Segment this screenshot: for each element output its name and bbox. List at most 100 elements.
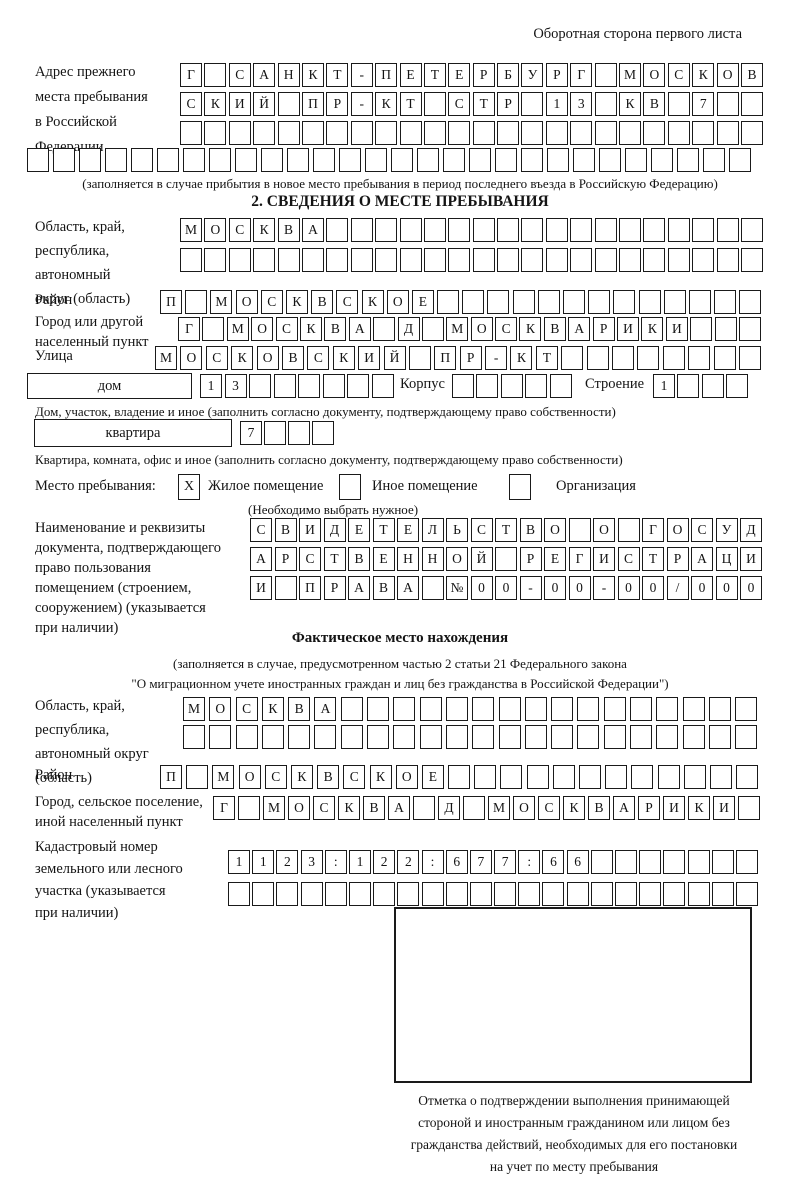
char-cell[interactable]: И (299, 518, 321, 542)
char-cell[interactable]: Е (448, 63, 471, 87)
char-cell[interactable] (186, 765, 209, 789)
char-cell[interactable] (521, 148, 543, 172)
char-cell[interactable]: Е (372, 547, 395, 571)
char-cell[interactable] (500, 374, 523, 398)
char-cell[interactable] (630, 725, 653, 749)
char-cell[interactable] (518, 882, 541, 906)
cadastre-row-2[interactable] (228, 882, 758, 906)
char-cell[interactable] (253, 121, 276, 145)
char-cell[interactable]: И (228, 92, 251, 116)
char-cell[interactable] (312, 421, 334, 445)
char-cell[interactable]: С (495, 317, 518, 341)
char-cell[interactable] (570, 248, 593, 272)
char-cell[interactable]: А (301, 218, 324, 242)
char-cell[interactable] (521, 121, 544, 145)
char-cell[interactable] (612, 346, 635, 370)
char-cell[interactable] (350, 218, 373, 242)
char-cell[interactable] (391, 148, 413, 172)
char-cell[interactable]: А (314, 697, 337, 721)
char-cell[interactable]: М (263, 796, 285, 820)
char-cell[interactable]: В (288, 697, 311, 721)
char-cell[interactable]: С (691, 518, 713, 542)
char-cell[interactable] (619, 121, 642, 145)
char-cell[interactable] (228, 882, 250, 906)
char-cell[interactable] (551, 725, 574, 749)
char-cell[interactable] (692, 218, 715, 242)
char-cell[interactable]: 1 (228, 850, 250, 874)
char-cell[interactable]: Р (274, 547, 297, 571)
char-cell[interactable]: Й (383, 346, 406, 370)
char-cell[interactable]: М (619, 63, 642, 87)
char-cell[interactable]: О (180, 346, 203, 370)
char-cell[interactable]: К (285, 290, 308, 314)
char-cell[interactable] (716, 218, 739, 242)
char-cell[interactable]: К (338, 796, 360, 820)
char-cell[interactable] (605, 765, 628, 789)
char-cell[interactable] (667, 121, 690, 145)
char-cell[interactable]: Т (495, 518, 517, 542)
char-cell[interactable] (563, 290, 585, 314)
char-cell[interactable]: М (155, 346, 177, 370)
char-cell[interactable] (588, 290, 611, 314)
char-cell[interactable] (288, 421, 310, 445)
char-cell[interactable]: К (332, 346, 355, 370)
char-cell[interactable]: 0 (691, 576, 713, 600)
char-cell[interactable] (738, 346, 761, 370)
char-cell[interactable] (639, 850, 662, 874)
char-cell[interactable]: К (301, 63, 324, 87)
char-cell[interactable] (373, 317, 396, 341)
char-cell[interactable] (545, 218, 568, 242)
char-cell[interactable] (561, 346, 584, 370)
char-cell[interactable]: Т (642, 547, 664, 571)
char-cell[interactable] (643, 121, 666, 145)
char-cell[interactable] (313, 148, 335, 172)
char-cell[interactable]: О (513, 796, 535, 820)
char-cell[interactable]: 1 (653, 374, 675, 398)
char-cell[interactable]: Е (421, 765, 444, 789)
char-cell[interactable] (552, 765, 575, 789)
char-cell[interactable]: В (348, 547, 370, 571)
char-cell[interactable]: 0 (740, 576, 762, 600)
char-cell[interactable] (131, 148, 153, 172)
char-cell[interactable] (348, 882, 371, 906)
char-cell[interactable]: О (643, 63, 666, 87)
char-cell[interactable]: А (388, 796, 410, 820)
char-cell[interactable]: С (235, 697, 258, 721)
char-cell[interactable]: 0 (568, 576, 591, 600)
char-cell[interactable]: Д (323, 518, 346, 542)
char-cell[interactable]: Р (666, 547, 689, 571)
char-cell[interactable]: С (538, 796, 560, 820)
char-cell[interactable] (570, 121, 593, 145)
char-cell[interactable] (525, 374, 548, 398)
char-cell[interactable]: Й (470, 547, 493, 571)
char-cell[interactable] (716, 121, 739, 145)
char-cell[interactable]: К (619, 92, 642, 116)
char-cell[interactable] (235, 148, 257, 172)
char-cell[interactable] (474, 765, 497, 789)
char-cell[interactable]: Г (213, 796, 235, 820)
char-cell[interactable]: Р (472, 63, 495, 87)
char-cell[interactable] (298, 374, 320, 398)
char-cell[interactable] (487, 290, 510, 314)
char-cell[interactable] (452, 374, 474, 398)
char-cell[interactable]: 0 (642, 576, 664, 600)
char-cell[interactable]: О (288, 796, 310, 820)
char-cell[interactable] (643, 248, 666, 272)
char-cell[interactable] (545, 121, 568, 145)
char-cell[interactable]: С (180, 92, 202, 116)
char-cell[interactable] (472, 725, 495, 749)
char-cell[interactable]: 6 (542, 850, 565, 874)
prev-address-row-3[interactable] (180, 121, 763, 145)
char-cell[interactable] (656, 697, 679, 721)
char-cell[interactable]: В (317, 765, 340, 789)
char-cell[interactable] (662, 346, 685, 370)
char-cell[interactable]: М (212, 765, 235, 789)
char-cell[interactable] (180, 248, 202, 272)
char-cell[interactable] (703, 148, 725, 172)
char-cell[interactable]: Г (180, 63, 202, 87)
char-cell[interactable]: Н (397, 547, 419, 571)
char-cell[interactable] (288, 725, 311, 749)
